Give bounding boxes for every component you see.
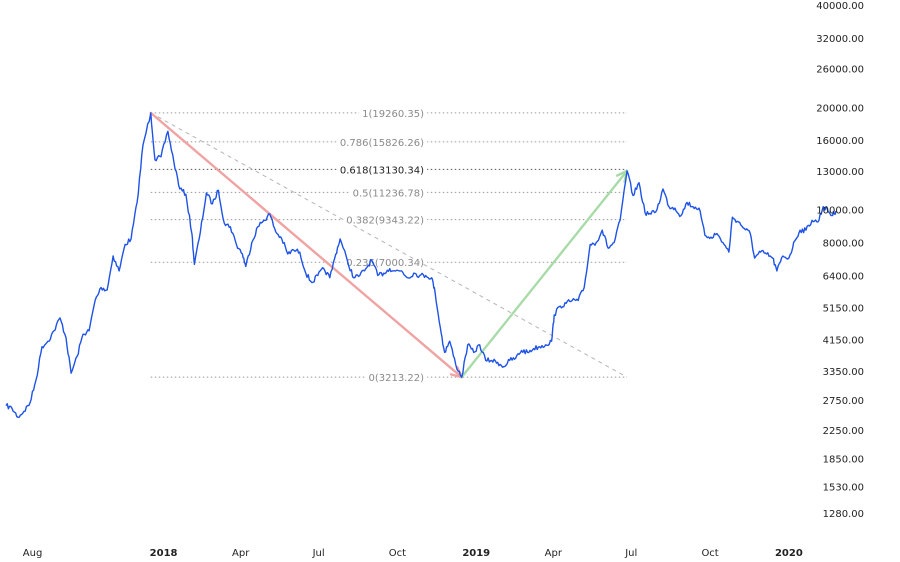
y-tick-label: 10000.00 [816,206,864,217]
y-tick-label: 26000.00 [816,65,864,76]
fib-level-label: 0.618(13130.34) [340,165,424,176]
y-tick-label: 5150.00 [823,304,864,315]
y-tick-label: 13000.00 [816,167,864,178]
fibonacci-levels: 1(19260.35) 0.786(15826.26) 0.618(13130.34… [150,107,628,386]
price-series [5,112,837,418]
y-tick-label: 16000.00 [816,136,864,147]
price-line [5,112,837,418]
x-axis[interactable]: Aug 2018 Apr Jul Oct 2019 Apr Jul Oct 2020 [23,548,803,559]
y-tick-label: 6400.00 [823,271,864,282]
y-tick-label: 40000.00 [816,1,864,12]
x-tick-label: 2018 [150,548,178,559]
y-tick-label: 1530.00 [823,483,864,494]
y-tick-label: 4150.00 [823,335,864,346]
x-tick-label: 2020 [775,548,803,559]
fib-level-label: 0.382(9343.22) [346,216,424,227]
y-tick-label: 1280.00 [823,509,864,520]
x-tick-label: Apr [545,548,563,559]
x-tick-label: Aug [23,548,43,559]
rally-arrow [460,169,629,379]
x-tick-label: Apr [232,548,250,559]
fib-level-label: 0.5(11236.78) [353,188,425,199]
fib-label-backdrop [336,164,428,178]
trend-lines [150,112,628,378]
decline-arrow [149,111,463,379]
y-tick-label: 8000.00 [823,239,864,250]
y-tick-label: 32000.00 [816,34,864,45]
y-tick-label: 2750.00 [823,396,864,407]
fib-label-backdrop [359,107,428,121]
y-tick-label: 2250.00 [823,426,864,437]
trend-line [150,112,628,378]
x-tick-label: Jul [312,548,325,559]
fib-label-backdrop [365,372,428,386]
fib-label-backdrop [343,214,428,228]
fib-level-label: 0.236(7000.34) [346,258,424,269]
fib-level-label: 0(3213.22) [368,373,424,384]
fib-label-backdrop [336,136,428,150]
fib-label-backdrop [349,187,428,201]
x-tick-label: Oct [389,548,406,559]
fib-label-backdrop [343,257,428,271]
fib-level-label: 1(19260.35) [362,109,424,120]
x-tick-label: 2019 [462,548,490,559]
x-tick-label: Jul [624,548,637,559]
fib-level-label: 0.786(15826.26) [340,138,424,149]
y-tick-label: 20000.00 [816,103,864,114]
x-tick-label: Oct [701,548,718,559]
y-tick-label: 3350.00 [823,367,864,378]
y-axis[interactable]: 40000.00 32000.00 26000.00 20000.00 16000.00… [816,1,864,520]
y-tick-label: 1850.00 [823,455,864,466]
